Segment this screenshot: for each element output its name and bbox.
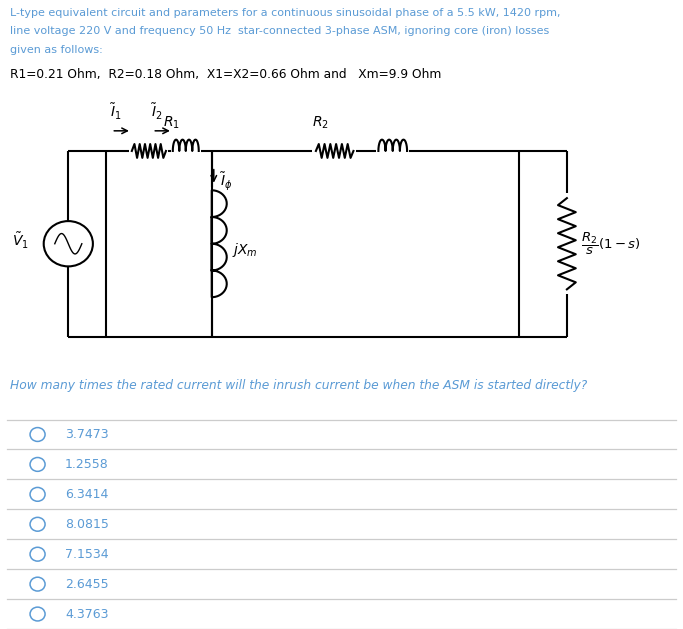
Text: L-type equivalent circuit and parameters for a continuous sinusoidal phase of a : L-type equivalent circuit and parameters…: [10, 8, 561, 18]
Text: $R_2$: $R_2$: [312, 114, 329, 131]
Text: $\tilde{V}_1$: $\tilde{V}_1$: [12, 231, 29, 250]
Text: $\tilde{I}_2$: $\tilde{I}_2$: [151, 102, 163, 122]
Text: How many times the rated current will the inrush current be when the ASM is star: How many times the rated current will th…: [10, 379, 587, 392]
Text: 6.3414: 6.3414: [65, 488, 109, 501]
Text: $\tilde{I}_\phi$: $\tilde{I}_\phi$: [220, 170, 232, 192]
Text: 1.2558: 1.2558: [65, 458, 109, 471]
Text: $\dfrac{R_2}{s}(1-s)$: $\dfrac{R_2}{s}(1-s)$: [581, 231, 641, 257]
Text: $\tilde{I}_1$: $\tilde{I}_1$: [110, 102, 122, 122]
Text: 8.0815: 8.0815: [65, 518, 109, 531]
Text: $jX_m$: $jX_m$: [232, 241, 258, 259]
Text: 3.7473: 3.7473: [65, 428, 109, 441]
Text: line voltage 220 V and frequency 50 Hz  star-connected 3-phase ASM, ignoring cor: line voltage 220 V and frequency 50 Hz s…: [10, 26, 550, 36]
Text: 7.1534: 7.1534: [65, 548, 109, 560]
Text: $R_1$: $R_1$: [163, 114, 180, 131]
Text: 4.3763: 4.3763: [65, 608, 109, 621]
Text: 2.6455: 2.6455: [65, 577, 109, 591]
Text: R1=0.21 Ohm,  R2=0.18 Ohm,  X1=X2=0.66 Ohm and   Xm=9.9 Ohm: R1=0.21 Ohm, R2=0.18 Ohm, X1=X2=0.66 Ohm…: [10, 68, 442, 81]
Text: given as follows:: given as follows:: [10, 45, 103, 55]
